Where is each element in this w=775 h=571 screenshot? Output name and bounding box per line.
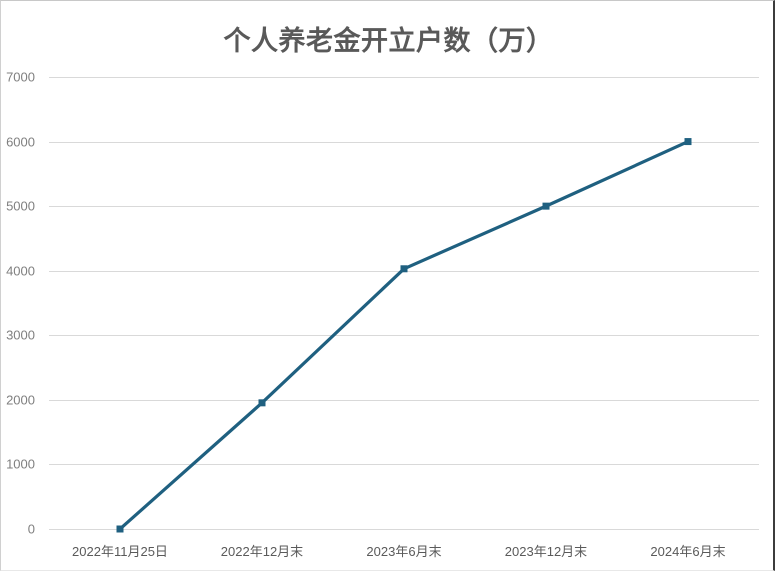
plot-area [49,77,759,530]
x-axis-tick-label: 2024年6月末 [650,544,726,559]
gridline [49,335,759,337]
y-axis-tick-label: 5000 [6,198,35,214]
gridline [49,399,759,401]
gridline [49,529,759,530]
x-axis-tick-label: 2022年12月末 [220,544,304,559]
y-axis-tick-label: 4000 [6,263,35,279]
x-axis-tick-label: 2023年6月末 [366,544,442,559]
gridline [49,464,759,466]
chart-title: 个人养老金开立户数（万） [223,26,554,56]
y-axis-tick-label: 2000 [6,392,35,408]
gridline [49,77,759,78]
y-axis-tick-label: 1000 [6,456,35,472]
y-axis-tick-label: 0 [27,521,35,537]
y-axis-tick-label: 7000 [6,69,35,85]
x-axis-tick-label: 2023年12月末 [504,544,588,559]
x-axis-tick-label: 2022年11月25日 [72,544,168,559]
gridline [49,270,759,272]
gridline [49,141,759,143]
y-axis-tick-label: 6000 [6,134,35,150]
gridline [49,206,759,208]
y-axis-tick-label: 3000 [6,327,35,343]
